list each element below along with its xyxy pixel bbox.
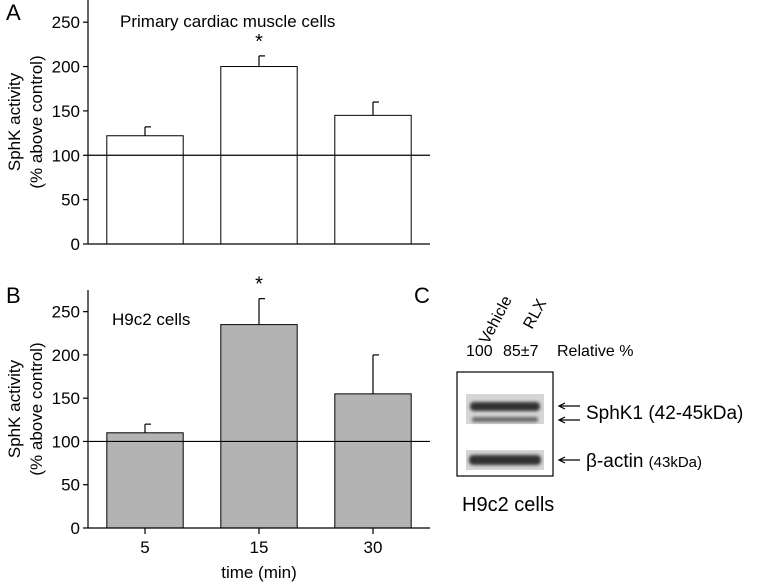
x-tick-label: 30	[364, 538, 383, 557]
arrows	[557, 402, 580, 464]
band-size: (42-45kDa)	[648, 403, 743, 424]
y-tick-label: 50	[61, 191, 80, 210]
panel-letter: C	[414, 283, 430, 308]
band-size: (43kDa)	[649, 454, 702, 471]
annotation: *	[255, 274, 263, 296]
annotation: *	[255, 31, 263, 53]
y-tick-label: 100	[52, 146, 80, 165]
y-tick-label: 200	[52, 58, 80, 77]
y-tick-label: 250	[52, 303, 80, 322]
chart-title: H9c2 cells	[112, 310, 190, 329]
chart-title: Primary cardiac muscle cells	[120, 12, 335, 31]
blot-band	[470, 402, 540, 411]
band-label: β-actin (43kDa)	[586, 451, 702, 472]
band-name: SphK1	[586, 403, 643, 424]
blot-band	[472, 417, 538, 422]
panel-letter: A	[6, 0, 21, 25]
relative-value: 85±7	[503, 343, 539, 360]
y-axis-label: SphK activity	[5, 72, 24, 171]
relative-label: Relative %	[557, 343, 633, 360]
bar	[106, 432, 184, 529]
lane-label: RLX	[521, 296, 551, 332]
band-label: SphK1 (42-45kDa)	[586, 403, 743, 424]
bar	[334, 114, 412, 245]
y-tick-label: 250	[52, 13, 80, 32]
y-tick-label: 150	[52, 389, 80, 408]
y-tick-label: 100	[52, 432, 80, 451]
y-tick-label: 0	[71, 519, 80, 538]
y-axis-label: SphK activity	[5, 359, 24, 458]
y-axis-label: (% above control)	[27, 55, 46, 188]
bar	[334, 393, 412, 529]
bar	[106, 135, 184, 245]
y-tick-label: 50	[61, 476, 80, 495]
relative-value: 100	[466, 343, 493, 360]
y-tick-label: 200	[52, 346, 80, 365]
blot-caption: H9c2 cells	[462, 494, 554, 516]
bar	[220, 324, 298, 529]
blot-band	[469, 455, 541, 465]
y-tick-label: 150	[52, 102, 80, 121]
x-tick-label: 5	[140, 538, 149, 557]
y-tick-label: 0	[71, 235, 80, 254]
panel-letter: B	[6, 283, 21, 308]
x-tick-label: 15	[250, 538, 269, 557]
lane-label: Vehicle	[477, 293, 516, 347]
y-axis-label: (% above control)	[27, 342, 46, 475]
x-axis-label: time (min)	[221, 563, 297, 582]
band-name: β-actin	[586, 451, 643, 472]
